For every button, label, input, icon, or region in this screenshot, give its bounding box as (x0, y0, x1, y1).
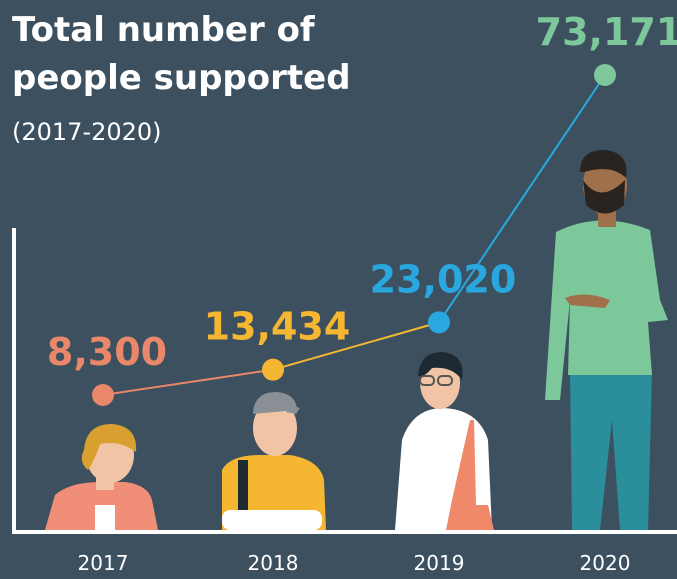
value-label: 8,300 (47, 330, 167, 374)
value-label: 73,171 (536, 10, 677, 54)
point (594, 64, 616, 86)
line-segment (438, 74, 606, 323)
point (92, 384, 114, 406)
person-2017 (45, 424, 158, 530)
x-tick-label: 2020 (580, 551, 631, 575)
line-segment (272, 321, 440, 371)
x-tick-label: 2017 (78, 551, 129, 575)
axis (12, 228, 677, 534)
line-segment (102, 368, 274, 396)
x-tick-label: 2018 (248, 551, 299, 575)
person-2018 (222, 392, 326, 530)
chart-subtitle: (2017-2020) (12, 118, 162, 146)
x-tick-label: 2019 (414, 551, 465, 575)
chart-title: Total number of people supported (12, 10, 351, 98)
value-label: 13,434 (204, 305, 351, 349)
point (428, 311, 450, 334)
value-label: 23,020 (370, 257, 517, 301)
person-2019 (395, 352, 494, 530)
person-2020 (545, 150, 668, 530)
point (262, 358, 284, 381)
